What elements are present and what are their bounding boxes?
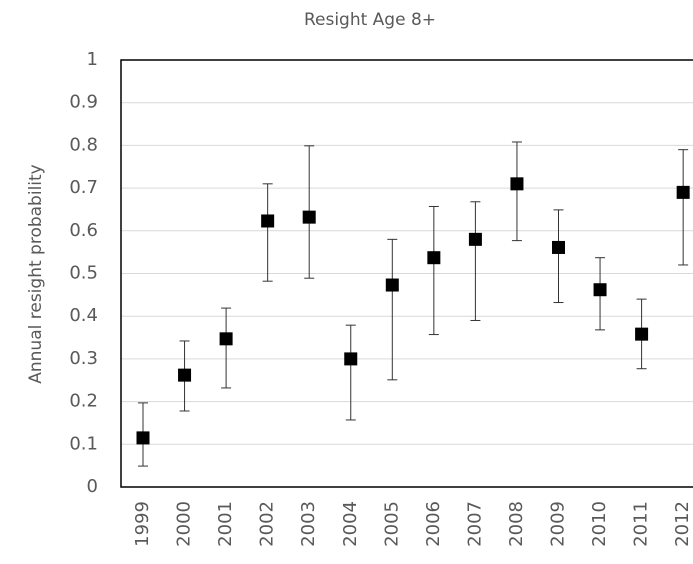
x-tick-label: 2011 [631, 501, 652, 547]
point [302, 210, 316, 224]
point [593, 283, 607, 297]
point [635, 327, 649, 341]
y-tick-label: 0.3 [69, 348, 98, 369]
point [468, 232, 482, 246]
point [510, 177, 524, 191]
y-tick-label: 0 [87, 476, 98, 497]
point [261, 214, 275, 228]
point [552, 240, 565, 254]
y-tick-label: 0.9 [69, 92, 98, 113]
y-tick-label: 0.5 [69, 263, 98, 284]
y-tick-label: 0.1 [69, 433, 98, 454]
x-tick-label: 2000 [174, 501, 195, 547]
y-tick-label: 0.7 [69, 177, 98, 198]
x-tick-label: 2005 [381, 501, 402, 547]
y-tick-label: 0.2 [69, 391, 98, 412]
y-axis-label: Annual resight probability [26, 164, 46, 384]
x-tick-label: 2009 [548, 501, 569, 547]
chart-title: Resight Age 8+ [304, 10, 436, 30]
point [385, 278, 399, 292]
point [219, 332, 233, 346]
x-tick-label: 2004 [340, 501, 361, 547]
x-tick-label: 1999 [132, 501, 153, 547]
point [136, 431, 150, 445]
point [344, 352, 358, 366]
x-tick-label: 2002 [257, 501, 278, 547]
x-tick-label: 2008 [506, 501, 527, 547]
y-tick-label: 0.4 [69, 305, 98, 326]
x-tick-label: 2010 [589, 501, 610, 547]
point [676, 185, 690, 199]
point [427, 251, 441, 265]
y-tick-label: 0.6 [69, 220, 98, 241]
x-tick-label: 2012 [672, 501, 693, 547]
x-tick-label: 2003 [298, 501, 319, 547]
y-tick-label: 0.8 [69, 134, 98, 155]
x-tick-label: 2007 [464, 501, 485, 547]
point [178, 368, 192, 382]
x-tick-label: 2001 [215, 501, 236, 547]
y-tick-label: 1 [87, 49, 98, 70]
plot-border [120, 59, 693, 488]
x-tick-label: 2006 [423, 501, 444, 547]
